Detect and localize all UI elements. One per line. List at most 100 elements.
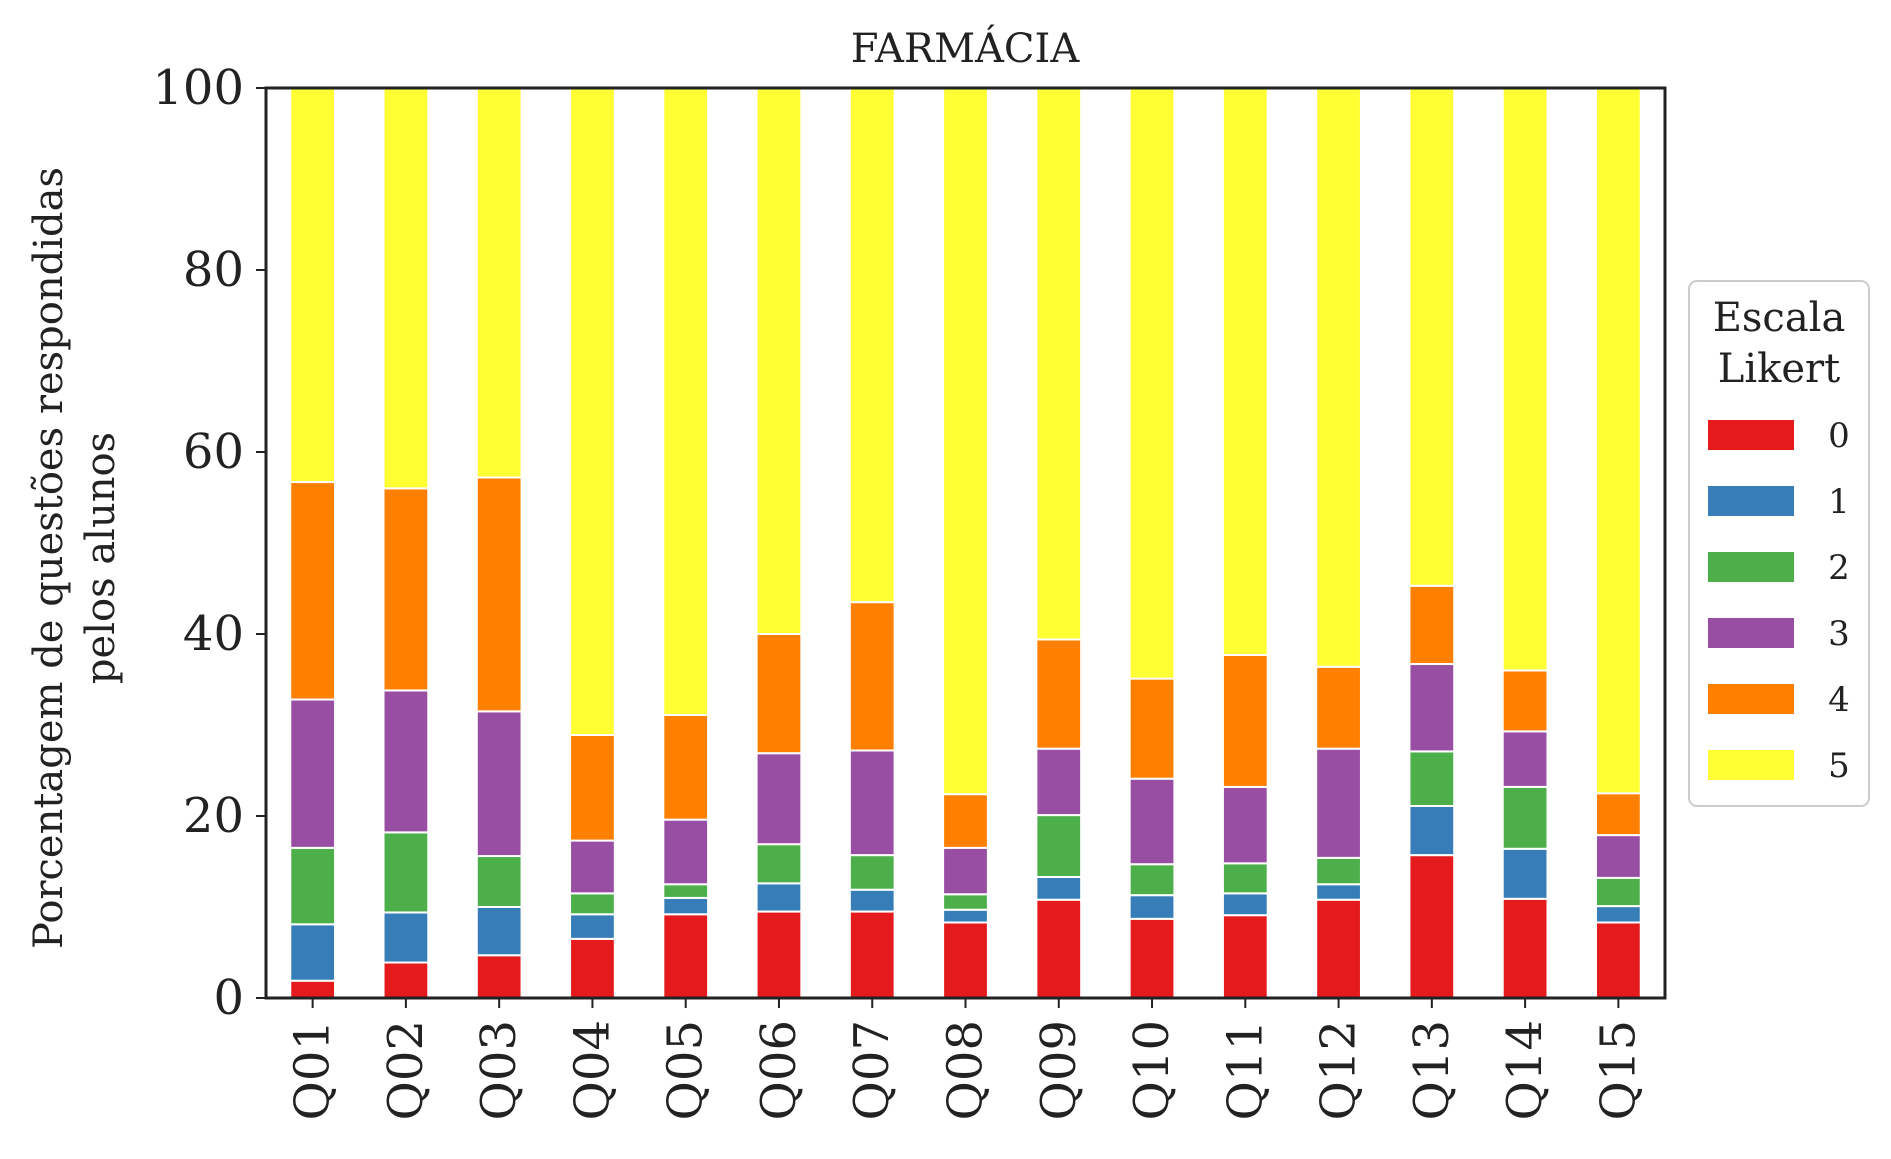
bar-q10-scale-2 — [1128, 863, 1176, 897]
y-tick-label-20: 20 — [183, 788, 244, 844]
x-tick-label-q06: Q06 — [751, 1020, 807, 1120]
bar-q06-scale-1 — [755, 882, 803, 913]
bar-q15-scale-4 — [1594, 792, 1642, 837]
bar-q09-scale-3 — [1035, 747, 1083, 817]
legend-swatch-5 — [1708, 750, 1794, 780]
bar-q02-scale-2 — [382, 831, 430, 914]
y-tick-label-60: 60 — [183, 424, 244, 480]
bar-q11-scale-5 — [1221, 87, 1269, 656]
bar-q14-scale-2 — [1501, 785, 1549, 850]
bar-q04-scale-0 — [569, 937, 616, 999]
bar-q02-scale-5 — [382, 87, 430, 490]
bar-q02-scale-1 — [382, 911, 430, 964]
x-tick-label-q04: Q04 — [564, 1020, 620, 1120]
legend-items: 0 1 2 3 4 5 — [1708, 416, 1850, 786]
bar-q07-scale-5 — [848, 87, 896, 604]
legend-swatch-2 — [1708, 552, 1794, 582]
legend-title-line-2: Likert — [1718, 346, 1840, 392]
bar-q11-scale-4 — [1221, 653, 1269, 788]
bar-q04-scale-1 — [569, 913, 616, 940]
bar-q01-scale-2 — [289, 846, 337, 926]
x-tick-label-q12: Q12 — [1311, 1020, 1367, 1120]
bar-q11-scale-3 — [1221, 785, 1269, 865]
bar-q02-scale-4 — [382, 487, 430, 692]
x-tick-label-q14: Q14 — [1497, 1020, 1553, 1120]
x-tick-label-q05: Q05 — [658, 1020, 714, 1120]
legend-swatch-4 — [1708, 684, 1794, 714]
bar-q10-scale-5 — [1128, 87, 1176, 680]
bar-q05-scale-3 — [662, 818, 710, 886]
bar-q08-scale-4 — [942, 793, 989, 849]
bar-q01-scale-5 — [289, 87, 337, 484]
bar-q05-scale-5 — [662, 87, 710, 716]
bar-q01-scale-0 — [289, 979, 337, 1000]
bar-q01-scale-4 — [289, 481, 337, 701]
bar-q02-scale-0 — [382, 961, 430, 1000]
bar-q15-scale-0 — [1594, 921, 1642, 999]
bar-q09-scale-1 — [1035, 875, 1083, 901]
bar-q07-scale-4 — [848, 601, 896, 752]
bar-q14-scale-4 — [1501, 669, 1549, 733]
x-tick-label-q13: Q13 — [1404, 1020, 1460, 1120]
bar-q01-scale-3 — [289, 698, 337, 849]
bar-q06-scale-5 — [755, 87, 803, 635]
bar-q05-scale-0 — [662, 913, 710, 1000]
x-tick-label-q01: Q01 — [285, 1020, 341, 1120]
legend-box — [1688, 280, 1870, 807]
legend-label-0: 0 — [1828, 416, 1850, 456]
bar-q12-scale-2 — [1315, 856, 1362, 886]
x-tick-label-q07: Q07 — [844, 1020, 900, 1120]
y-tick-label-40: 40 — [183, 606, 244, 662]
x-tick-label-q10: Q10 — [1124, 1020, 1180, 1120]
bar-q05-scale-4 — [662, 713, 710, 821]
bar-q06-scale-2 — [755, 843, 803, 885]
bar-q08-scale-1 — [942, 908, 989, 924]
x-tick-label-q02: Q02 — [378, 1020, 434, 1120]
bar-q11-scale-0 — [1221, 914, 1269, 999]
bar-q05-scale-1 — [662, 896, 710, 916]
bar-q08-scale-3 — [942, 846, 989, 896]
bar-q07-scale-0 — [848, 910, 896, 999]
bar-q15-scale-5 — [1594, 87, 1642, 795]
bar-q04-scale-4 — [569, 734, 616, 842]
bar-q09-scale-2 — [1035, 814, 1083, 878]
y-tick-label-0: 0 — [213, 970, 244, 1026]
bar-q06-scale-3 — [755, 752, 803, 846]
bar-q03-scale-0 — [475, 954, 523, 999]
legend-label-5: 5 — [1828, 746, 1850, 786]
bar-q10-scale-3 — [1128, 777, 1176, 866]
bar-q03-scale-4 — [475, 476, 523, 713]
bar-q08-scale-2 — [942, 893, 989, 911]
bar-q03-scale-1 — [475, 906, 523, 957]
x-ticks: Q01 Q02 Q03 Q04 Q05 Q06 Q07 Q08 Q09 Q10 Q11 Q12 Q13 Q… — [285, 998, 1646, 1120]
bar-q02-scale-3 — [382, 689, 430, 834]
legend-swatch-1 — [1708, 486, 1794, 516]
y-tick-label-100: 100 — [152, 60, 244, 116]
legend: Escala Likert 0 1 2 3 4 5 — [1688, 280, 1870, 807]
bar-q03-scale-5 — [475, 87, 523, 479]
legend-label-3: 3 — [1828, 614, 1850, 654]
bar-q04-scale-5 — [569, 87, 616, 737]
bar-q01-scale-1 — [289, 923, 337, 982]
bar-q12-scale-4 — [1315, 665, 1362, 750]
legend-swatch-0 — [1708, 420, 1794, 450]
y-axis-label-line-1: Porcentagem de questões respondidas — [26, 167, 72, 949]
bar-q07-scale-2 — [848, 854, 896, 891]
x-tick-label-q08: Q08 — [938, 1020, 994, 1120]
bar-q14-scale-5 — [1501, 87, 1549, 672]
bar-q10-scale-0 — [1128, 917, 1176, 1000]
bar-q12-scale-1 — [1315, 883, 1362, 901]
y-ticks: 0 20 40 60 80 100 — [152, 60, 266, 1026]
legend-label-1: 1 — [1828, 482, 1850, 522]
bar-q15-scale-2 — [1594, 876, 1642, 908]
legend-swatch-3 — [1708, 618, 1794, 648]
bar-q13-scale-2 — [1408, 750, 1456, 807]
x-tick-label-q03: Q03 — [471, 1020, 527, 1120]
chart-title: FARMÁCIA — [851, 25, 1081, 72]
x-tick-label-q11: Q11 — [1217, 1020, 1273, 1120]
x-tick-label-q09: Q09 — [1031, 1020, 1087, 1120]
bar-q07-scale-1 — [848, 888, 896, 913]
plot-area-frame — [264, 86, 1667, 1000]
bar-q13-scale-1 — [1408, 804, 1456, 857]
